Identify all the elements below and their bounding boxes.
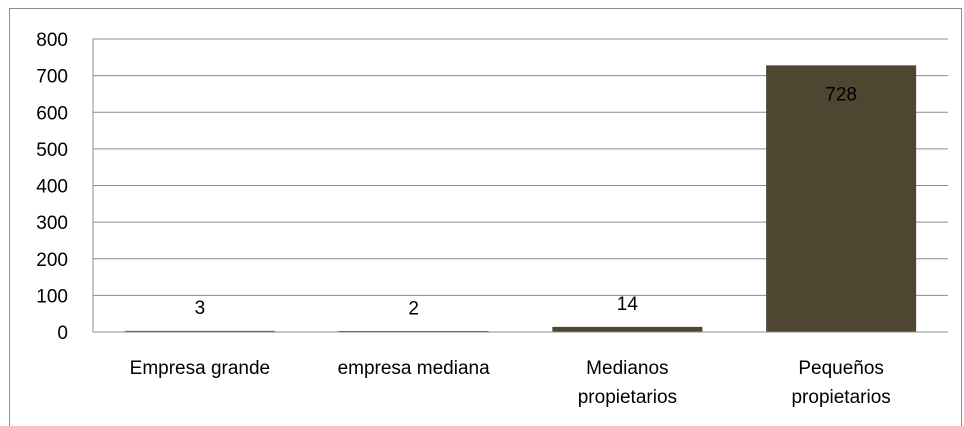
data-label-1: 2: [408, 298, 419, 319]
category-label-0: Empresa grande: [130, 358, 270, 379]
data-label-3: 728: [825, 84, 857, 105]
data-label-0: 3: [195, 298, 206, 319]
y-tick-label-100: 100: [36, 286, 68, 307]
bar-3: [766, 65, 917, 333]
data-label-2: 14: [617, 294, 639, 315]
bar-2: [552, 326, 703, 332]
category-label-1: empresa mediana: [338, 358, 491, 379]
y-tick-label-400: 400: [36, 177, 68, 198]
y-tick-label-200: 200: [36, 250, 68, 271]
y-tick-label-0: 0: [57, 323, 68, 344]
chart-frame: [9, 8, 962, 426]
bar-0: [124, 330, 275, 332]
y-tick-label-500: 500: [36, 140, 68, 161]
data-labels: 3 2 14 728: [195, 84, 857, 319]
y-tick-label-600: 600: [36, 103, 68, 124]
y-axis: 0 100 200 300 400 500 600 700 800: [36, 30, 94, 344]
category-label-3: Pequeños propietarios: [791, 358, 890, 408]
category-label-2: Medianos propietarios: [578, 358, 677, 408]
bars: [124, 65, 917, 333]
y-tick-label-300: 300: [36, 213, 68, 234]
y-tick-label-700: 700: [36, 67, 68, 88]
y-tick-label-800: 800: [36, 30, 68, 51]
x-axis: Empresa grande empresa mediana Medianos pro…: [93, 331, 948, 408]
